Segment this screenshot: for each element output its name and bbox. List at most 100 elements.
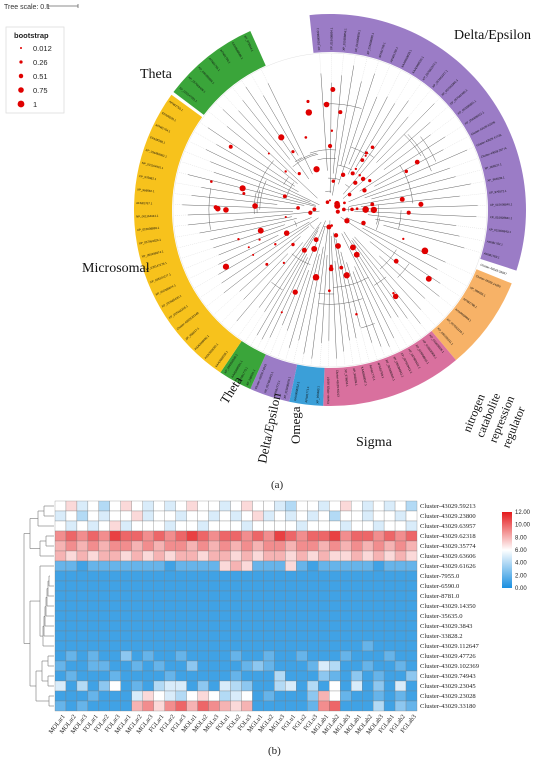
heatmap-cell — [351, 540, 363, 552]
heatmap-cell — [263, 570, 275, 582]
heatmap-cell — [351, 650, 363, 662]
heatmap-cell — [405, 570, 418, 582]
heatmap-cell — [175, 620, 187, 632]
bootstrap-node — [282, 194, 287, 199]
tree-branch — [187, 174, 316, 207]
heatmap-cell — [241, 620, 253, 632]
tree-branch — [338, 73, 375, 185]
bootstrap-node — [252, 253, 255, 256]
colorbar-tick-label: 12.00 — [515, 510, 531, 516]
heatmap-cell — [329, 530, 341, 542]
heatmap-cell — [109, 500, 121, 512]
heatmap-cell — [307, 630, 319, 642]
heatmap-cell — [87, 540, 100, 552]
bootstrap-node — [328, 199, 331, 202]
bootstrap-node — [296, 206, 300, 210]
heatmap-cell — [372, 630, 385, 642]
heatmap-cell — [131, 530, 143, 542]
heatmap-cell — [208, 530, 220, 542]
heatmap-cell — [87, 690, 100, 702]
heatmap-cell — [208, 500, 220, 512]
heatmap-cell — [340, 500, 352, 512]
heatmap-cell — [405, 580, 418, 592]
heatmap-cell — [186, 560, 198, 572]
tree-branch-arc — [376, 204, 379, 225]
heatmap-cell — [383, 550, 396, 562]
heatmap-cell — [98, 650, 110, 662]
heatmap-cell — [340, 530, 352, 542]
tree-branch-guide — [194, 274, 219, 289]
tree-branch-arc — [285, 182, 294, 199]
heatmap-cell — [307, 610, 319, 622]
heatmap-cell — [87, 500, 100, 512]
tree-branch-guide — [176, 232, 200, 238]
heatmap-colorbar: 12.00 10.00 8.00 6.00 4.00 2.00 0.00 — [502, 510, 531, 592]
heatmap-cell — [208, 550, 220, 562]
heatmap-cell — [175, 670, 187, 682]
tree-branch — [236, 242, 304, 322]
heatmap-cell — [142, 700, 154, 712]
heatmap-cell — [405, 540, 418, 552]
heatmap-cell — [405, 500, 418, 512]
bootstrap-node — [267, 152, 270, 155]
heatmap-cell — [54, 700, 67, 712]
bootstrap-node — [210, 180, 213, 183]
leaf-label: AFN81763.1 — [483, 251, 500, 259]
clade-label-ncr: nitrogen catabolite repression regulator — [460, 391, 528, 450]
bootstrap-legend-dot — [19, 46, 23, 50]
heatmap-cell — [285, 690, 297, 702]
bootstrap-node — [328, 266, 334, 272]
heatmap-row-label: Cluster-43029.62318 — [420, 533, 476, 540]
heatmap-cell — [263, 530, 275, 542]
heatmap-cell — [362, 560, 374, 572]
heatmap-cell — [54, 660, 67, 672]
heatmap-cell — [98, 510, 110, 522]
heatmap-cell — [307, 620, 319, 632]
heatmap-cell — [98, 630, 110, 642]
bootstrap-node — [301, 247, 307, 253]
heatmap-cell — [263, 580, 275, 592]
tree-branch — [239, 236, 301, 292]
heatmap-cell — [296, 680, 308, 692]
heatmap-cell — [274, 650, 286, 662]
heatmap-cell — [164, 600, 176, 612]
heatmap-cell — [318, 530, 330, 542]
bootstrap-node — [353, 251, 360, 258]
heatmap-cell — [241, 510, 253, 522]
heatmap-cell — [318, 670, 330, 682]
tree-branch-guide — [277, 330, 288, 358]
tree-branch-guide — [200, 122, 209, 128]
tree-branch — [218, 221, 310, 275]
tree-branch — [311, 225, 329, 359]
heatmap-cell — [362, 610, 374, 622]
tree-branch-guide — [355, 338, 362, 363]
leaf-label: XP_057663401.1 — [263, 371, 274, 394]
heatmap-cell — [164, 520, 176, 532]
heatmap-cell — [153, 620, 165, 632]
heatmap-cell — [230, 600, 242, 612]
heatmap-cell — [340, 620, 352, 632]
tree-branch — [218, 234, 279, 265]
tree-branch-arc — [379, 249, 397, 270]
tree-branch-arc — [397, 263, 410, 278]
tree-branch-guide — [449, 158, 478, 169]
heatmap-cell — [241, 670, 253, 682]
leaf-label: KAA0668012.1 — [293, 381, 300, 401]
tree-branch — [356, 257, 392, 318]
heatmap-cell — [175, 540, 187, 552]
bootstrap-node — [358, 174, 361, 177]
heatmap-cell — [405, 700, 418, 712]
heatmap-cell — [65, 680, 78, 692]
heatmap-cell — [87, 550, 100, 562]
heatmap-cell — [285, 650, 297, 662]
heatmap-cell — [274, 560, 286, 572]
heatmap-cell — [186, 670, 198, 682]
bootstrap-node — [370, 145, 375, 150]
heatmap-cell — [383, 700, 396, 712]
heatmap-cell — [131, 670, 143, 682]
tree-branch-guide — [459, 193, 486, 197]
heatmap-cell — [109, 620, 121, 632]
heatmap-cell — [274, 630, 286, 642]
heatmap-cell — [153, 540, 165, 552]
heatmap-cell — [241, 500, 253, 512]
